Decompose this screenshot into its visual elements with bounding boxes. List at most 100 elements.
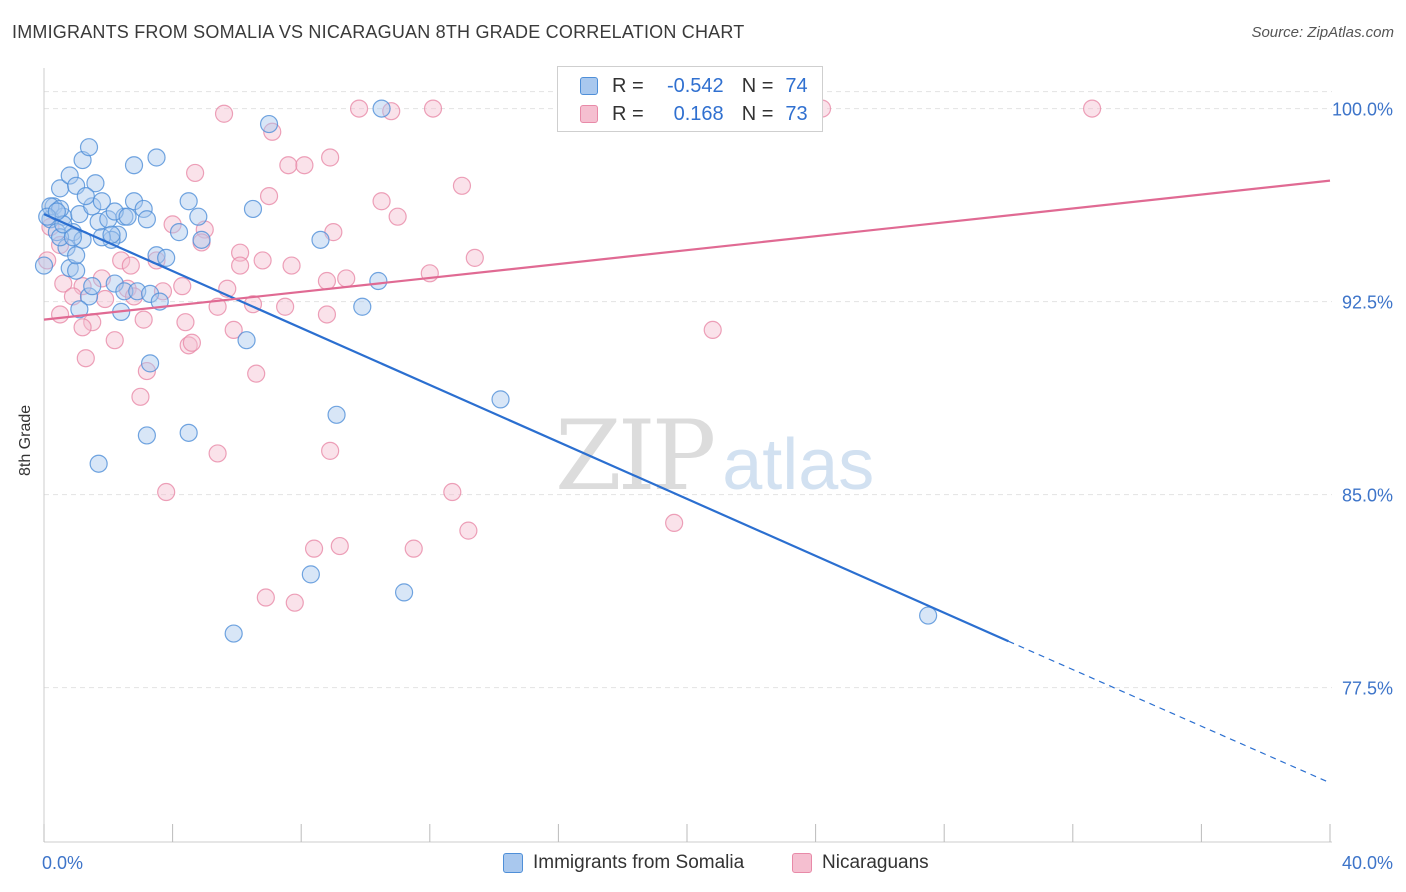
nicaraguan-point [330, 536, 349, 556]
somalia-point [83, 197, 102, 216]
nicaraguan-point [372, 192, 391, 211]
nicaraguan-point [73, 318, 92, 337]
nicaraguan-point [112, 251, 131, 270]
nicaraguan-point [224, 320, 243, 340]
nicaraguan-point [388, 207, 407, 226]
somalia-point [118, 207, 137, 226]
legend-swatch-somalia [503, 853, 523, 873]
somalia-point [137, 210, 156, 229]
nicaraguan-point [50, 305, 70, 324]
source-credit: Source: ZipAtlas.com [1251, 24, 1394, 41]
nicaraguan-point [38, 251, 57, 270]
somalia-point [179, 423, 198, 442]
somalia-point [189, 207, 208, 226]
legend-item-nicaraguans[interactable]: Nicaraguans [792, 852, 929, 874]
somalia-point [134, 199, 153, 219]
somalia-point [369, 271, 388, 291]
somalia-point [67, 246, 86, 265]
somalia-trend-line [43, 213, 1009, 643]
somalia-point [147, 148, 166, 167]
nicaraguan-point [279, 156, 298, 175]
nicaraguan-point [459, 521, 478, 540]
watermark-zip: ZIP [555, 400, 716, 512]
nicaraguan-point [282, 256, 301, 275]
nicaraguan-point [317, 305, 337, 324]
y-tick-label: 92.5% [1342, 293, 1393, 313]
grid-layer [44, 91, 1332, 689]
legend-label-somalia: Immigrants from Somalia [533, 852, 745, 873]
nicaraguan-point [452, 176, 472, 195]
nicaraguan-point [295, 156, 314, 175]
nicaraguan-point [321, 148, 340, 167]
nicaraguan-point [665, 513, 684, 533]
nicaraguan-point [214, 104, 234, 123]
somalia-point [105, 274, 124, 293]
somalia-point [237, 331, 256, 350]
somalia-point [57, 238, 76, 257]
y-tick-label: 85.0% [1342, 486, 1393, 506]
tick-label-layer: 77.5% 85.0% 92.5% 100.0% 0.0% 40.0% [42, 100, 1393, 873]
somalia-point [327, 405, 346, 424]
nicaraguan-point [321, 441, 340, 460]
nicaraguan-point [465, 248, 484, 267]
nicaraguan-point [253, 251, 272, 270]
somalia-point [140, 284, 160, 303]
nicaraguan-point [703, 320, 722, 340]
axis-layer [43, 68, 1332, 843]
nicaraguan-point [121, 256, 140, 275]
somalia-point [79, 138, 99, 157]
somalia-point [63, 228, 83, 247]
y-tick-label: 77.5% [1342, 679, 1393, 699]
chart-title: IMMIGRANTS FROM SOMALIA VS NICARAGUAN 8T… [12, 22, 745, 42]
legend-item-somalia[interactable]: Immigrants from Somalia [503, 852, 744, 874]
legend-r-label: R = [612, 74, 644, 97]
trend-layer [43, 179, 1331, 784]
legend-r-label: R = [612, 102, 644, 125]
nicaraguan-point [54, 274, 73, 293]
somalia-point [179, 192, 198, 211]
nicaraguan-point [76, 349, 95, 368]
legend-swatch-nicaraguans [580, 105, 598, 123]
somalia-point [83, 277, 102, 296]
somalia-point [92, 192, 111, 211]
nicaraguan-point [131, 387, 150, 406]
somalia-trend-extension [1008, 640, 1331, 784]
nicaraguan-point [105, 331, 124, 350]
nicaraguan-point [186, 163, 205, 183]
nicaraguan-point [276, 297, 295, 316]
somalia-point [124, 156, 144, 175]
y-tick-label: 100.0% [1332, 100, 1393, 120]
somalia-point [76, 186, 95, 206]
x-tick-label: 40.0% [1342, 853, 1393, 873]
somalia-point [79, 287, 99, 306]
somalia-point [491, 390, 510, 409]
legend-swatch-somalia [580, 77, 598, 95]
points-layer [34, 99, 1102, 643]
nicaraguan-point [443, 482, 462, 502]
somalia-point [169, 223, 189, 242]
x-tick-label: 0.0% [42, 853, 83, 873]
y-axis-label: 8th Grade [17, 404, 34, 476]
nicaraguan-point [95, 289, 115, 309]
series-legend: Immigrants from Somalia Nicaraguans [0, 852, 1406, 878]
legend-label-nicaraguans: Nicaraguans [822, 852, 929, 873]
somalia-point [137, 426, 156, 445]
legend-r-value: -0.542 [666, 74, 724, 97]
somalia-point [394, 583, 414, 602]
somalia-point [140, 354, 160, 373]
nicaraguan-point [208, 444, 227, 463]
legend-n-label: N = [741, 74, 774, 97]
nicaraguan-point [208, 297, 227, 316]
nicaraguan-point [259, 186, 279, 206]
nicaraguan-point [404, 539, 423, 558]
nicaraguan-trend-line [43, 179, 1331, 321]
nicaraguan-point [157, 482, 176, 502]
somalia-point [353, 297, 372, 316]
somalia-point [311, 230, 330, 249]
legend-n-value: 74 [785, 74, 808, 97]
somalia-point [301, 565, 320, 584]
nicaraguan-point [285, 593, 304, 612]
somalia-point [70, 300, 89, 319]
nicaraguan-point [317, 271, 337, 291]
